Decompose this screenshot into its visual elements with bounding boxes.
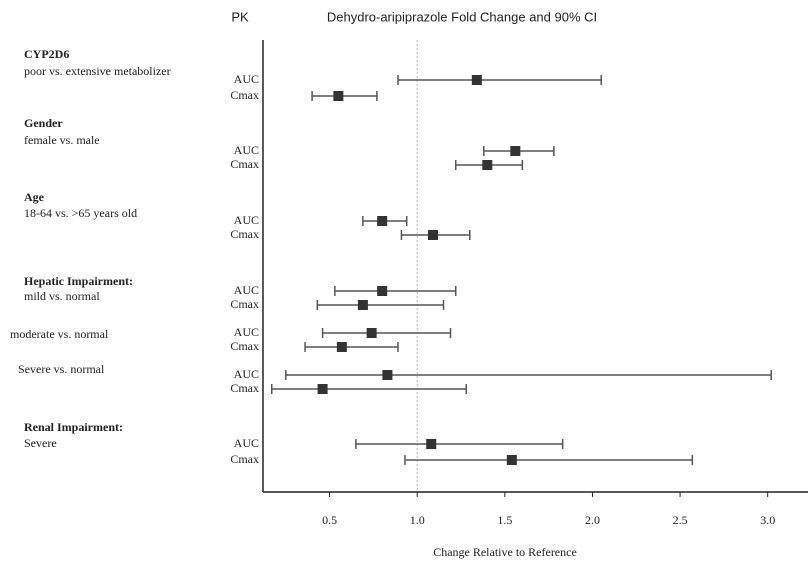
row-label: AUC <box>234 213 259 227</box>
x-tick-label: 1.5 <box>497 513 512 527</box>
row-label: Cmax <box>230 227 259 241</box>
point-estimate <box>357 300 368 310</box>
row-label: AUC <box>234 436 259 450</box>
subgroup-label: Severe <box>24 436 57 450</box>
row-label: Cmax <box>230 297 259 311</box>
point-estimate <box>471 75 482 85</box>
subgroup-label: mild vs. normal <box>24 289 100 303</box>
point-estimate <box>506 455 517 465</box>
row-label: AUC <box>234 325 259 339</box>
row-label: Cmax <box>230 88 259 102</box>
point-estimate <box>377 216 388 226</box>
row-label: Cmax <box>230 157 259 171</box>
point-estimate <box>510 146 521 156</box>
point-estimate <box>427 230 438 240</box>
row-label: AUC <box>234 143 259 157</box>
subgroup-label: poor vs. extensive metabolizer <box>24 64 171 78</box>
group-label: Renal Impairment: <box>24 420 123 434</box>
point-estimate <box>333 91 344 101</box>
group-label: Age <box>24 190 45 204</box>
x-tick-label: 0.5 <box>322 513 337 527</box>
panel-label: PK <box>231 9 249 24</box>
row-label: AUC <box>234 367 259 381</box>
chart-title: Dehydro-aripiprazole Fold Change and 90%… <box>327 9 597 24</box>
point-estimate <box>482 160 493 170</box>
group-label: Gender <box>24 116 63 130</box>
row-label: Cmax <box>230 452 259 466</box>
point-estimate <box>317 384 328 394</box>
row-label: Cmax <box>230 339 259 353</box>
x-tick-label: 3.0 <box>760 513 775 527</box>
row-label: AUC <box>234 283 259 297</box>
x-tick-label: 1.0 <box>410 513 425 527</box>
subgroup-label: Severe vs. normal <box>18 362 105 376</box>
point-estimate <box>366 328 377 338</box>
group-label: CYP2D6 <box>24 47 69 61</box>
subgroup-label: 18-64 vs. >65 years old <box>24 206 137 220</box>
row-label: AUC <box>234 72 259 86</box>
subgroup-label: moderate vs. normal <box>10 327 109 341</box>
group-label: Hepatic Impairment: <box>24 274 133 288</box>
subgroup-label: female vs. male <box>24 133 100 147</box>
point-estimate <box>336 342 347 352</box>
point-estimate <box>426 439 437 449</box>
row-label: Cmax <box>230 381 259 395</box>
x-axis-label: Change Relative to Reference <box>433 545 577 559</box>
point-estimate <box>382 370 393 380</box>
x-tick-label: 2.5 <box>673 513 688 527</box>
point-estimate <box>377 286 388 296</box>
x-tick-label: 2.0 <box>585 513 600 527</box>
